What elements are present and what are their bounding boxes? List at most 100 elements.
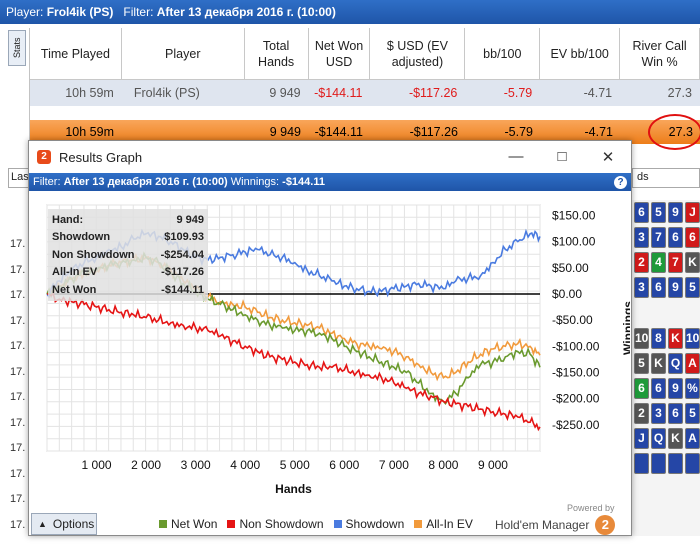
- playing-card: J: [634, 428, 649, 449]
- player-name: Frol4ik (PS): [47, 5, 114, 19]
- playing-card: A: [685, 353, 700, 374]
- legend-label: All-In EV: [426, 517, 473, 531]
- summary-value: -$117.26: [161, 266, 204, 278]
- column-header[interactable]: Time Played: [30, 28, 122, 79]
- playing-card: Q: [651, 428, 666, 449]
- playing-card: Q: [668, 353, 683, 374]
- hand-row-label: 17.: [10, 468, 28, 494]
- playing-card: 2: [634, 252, 649, 273]
- summary-label: All-In EV: [52, 266, 97, 278]
- column-header[interactable]: Net Won USD: [309, 28, 371, 79]
- x-tick-label: 3 000: [181, 458, 211, 472]
- y-tick-label: -$250.00: [552, 418, 600, 432]
- stats-tab[interactable]: Stats: [8, 30, 26, 66]
- y-tick-label: $50.00: [552, 261, 589, 275]
- column-header[interactable]: bb/100: [465, 28, 540, 79]
- x-tick-label: 9 000: [478, 458, 508, 472]
- total-hands-cell: 9 949: [245, 80, 309, 106]
- y-tick-label: -$200.00: [552, 392, 600, 406]
- range-dropdown[interactable]: Las: [8, 168, 30, 188]
- results-graph-window: 2 Results Graph — □ ✕ Filter: After 13 д…: [28, 140, 632, 536]
- x-tick-label: 6 000: [329, 458, 359, 472]
- ev-adjusted-cell: -$117.26: [371, 80, 466, 106]
- winnings-label: Winnings:: [231, 176, 279, 188]
- filter-label: Filter:: [123, 5, 153, 19]
- help-icon[interactable]: ?: [614, 176, 627, 189]
- close-icon[interactable]: ✕: [585, 148, 631, 166]
- maximize-icon[interactable]: □: [539, 148, 585, 166]
- minimize-icon[interactable]: —: [493, 148, 539, 166]
- brand-block: Powered by Hold'em Manager 2: [495, 503, 625, 535]
- summary-value: $109.93: [164, 231, 204, 243]
- playing-card: 5: [651, 202, 666, 223]
- legend-item[interactable]: Showdown: [334, 517, 405, 531]
- column-header[interactable]: Player: [122, 28, 245, 79]
- summary-value: 9 949: [176, 214, 204, 226]
- table-row[interactable]: 10h 59m Frol4ik (PS) 9 949 -$144.11 -$11…: [30, 80, 700, 106]
- legend-swatch: [159, 520, 167, 528]
- ev-bb100-cell: -4.71: [540, 80, 620, 106]
- summary-value: -$254.04: [161, 249, 204, 261]
- playing-card: 3: [634, 277, 649, 298]
- legend-label: Showdown: [346, 517, 405, 531]
- playing-card: A: [685, 428, 700, 449]
- column-header[interactable]: $ USD (EV adjusted): [370, 28, 465, 79]
- hand-row-label: 17.: [10, 238, 28, 264]
- powered-by-text: Powered by: [567, 503, 625, 513]
- brand-logo-icon: 2: [595, 515, 615, 535]
- brand-name: Hold'em Manager: [495, 518, 589, 532]
- legend-swatch: [227, 520, 235, 528]
- window-titlebar: 2 Results Graph — □ ✕: [29, 141, 631, 173]
- net-won-cell: -$144.11: [309, 80, 371, 106]
- column-header[interactable]: River Call Win %: [620, 28, 700, 79]
- x-tick-label: 5 000: [280, 458, 310, 472]
- chart-legend: Net Won Non Showdown Showdown All-In EV: [159, 517, 473, 531]
- playing-card: [651, 453, 666, 474]
- hand-row-label: 17.: [10, 417, 28, 443]
- playing-card: %: [685, 378, 700, 399]
- hand-list-labels: 17.17.17.17.17.17.17.17.17.17.17.17.: [10, 238, 28, 544]
- summary-box: Hand:9 949 Showdown$109.93 Non Showdown-…: [48, 209, 208, 301]
- legend-swatch: [334, 520, 342, 528]
- summary-row: Hand: 9 949: [52, 211, 204, 229]
- playing-card: K: [685, 252, 700, 273]
- player-label: Player:: [6, 5, 43, 19]
- window-title: Results Graph: [59, 150, 142, 165]
- column-header[interactable]: EV bb/100: [540, 28, 620, 79]
- y-tick-label: -$100.00: [552, 339, 600, 353]
- graph-filter-bar: Filter: After 13 декабря 2016 г. (10:00)…: [29, 173, 631, 191]
- playing-card: 6: [634, 378, 649, 399]
- summary-row: Net Won-$144.11: [52, 281, 204, 299]
- playing-card: 6: [685, 227, 700, 248]
- legend-item[interactable]: Net Won: [159, 517, 217, 531]
- x-tick-label: 1 000: [82, 458, 112, 472]
- legend-item[interactable]: All-In EV: [414, 517, 473, 531]
- legend-label: Net Won: [171, 517, 217, 531]
- x-tick-label: 7 000: [379, 458, 409, 472]
- playing-card: 10: [634, 328, 649, 349]
- hand-row-label: 17.: [10, 340, 28, 366]
- legend-item[interactable]: Non Showdown: [227, 517, 323, 531]
- player-cell: Frol4ik (PS): [122, 80, 245, 106]
- options-label: Options: [53, 517, 94, 531]
- hand-row-label: 17.: [10, 264, 28, 290]
- playing-card: [668, 453, 683, 474]
- summary-row: Non Showdown-$254.04: [52, 246, 204, 264]
- playing-card: 9: [668, 202, 683, 223]
- hand-row-label: 17.: [10, 519, 28, 544]
- hand-row-label: 17.: [10, 315, 28, 341]
- y-tick-label: -$50.00: [552, 313, 593, 327]
- column-header[interactable]: Total Hands: [245, 28, 309, 79]
- stats-table: Time Played Player Total Hands Net Won U…: [29, 28, 700, 152]
- caret-up-icon: ▲: [38, 519, 47, 529]
- summary-label: Hand:: [52, 214, 83, 226]
- x-axis-title: Hands: [275, 482, 312, 496]
- playing-card: 6: [634, 202, 649, 223]
- playing-card: 4: [651, 252, 666, 273]
- options-button[interactable]: ▲ Options: [31, 513, 97, 535]
- y-tick-label: $0.00: [552, 287, 582, 301]
